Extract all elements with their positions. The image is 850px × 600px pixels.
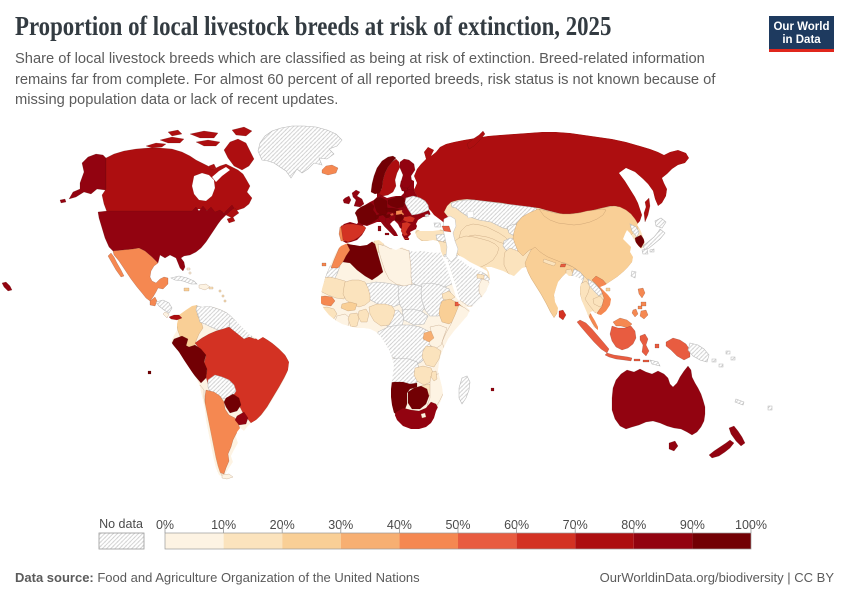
svg-text:No data: No data <box>99 517 143 531</box>
